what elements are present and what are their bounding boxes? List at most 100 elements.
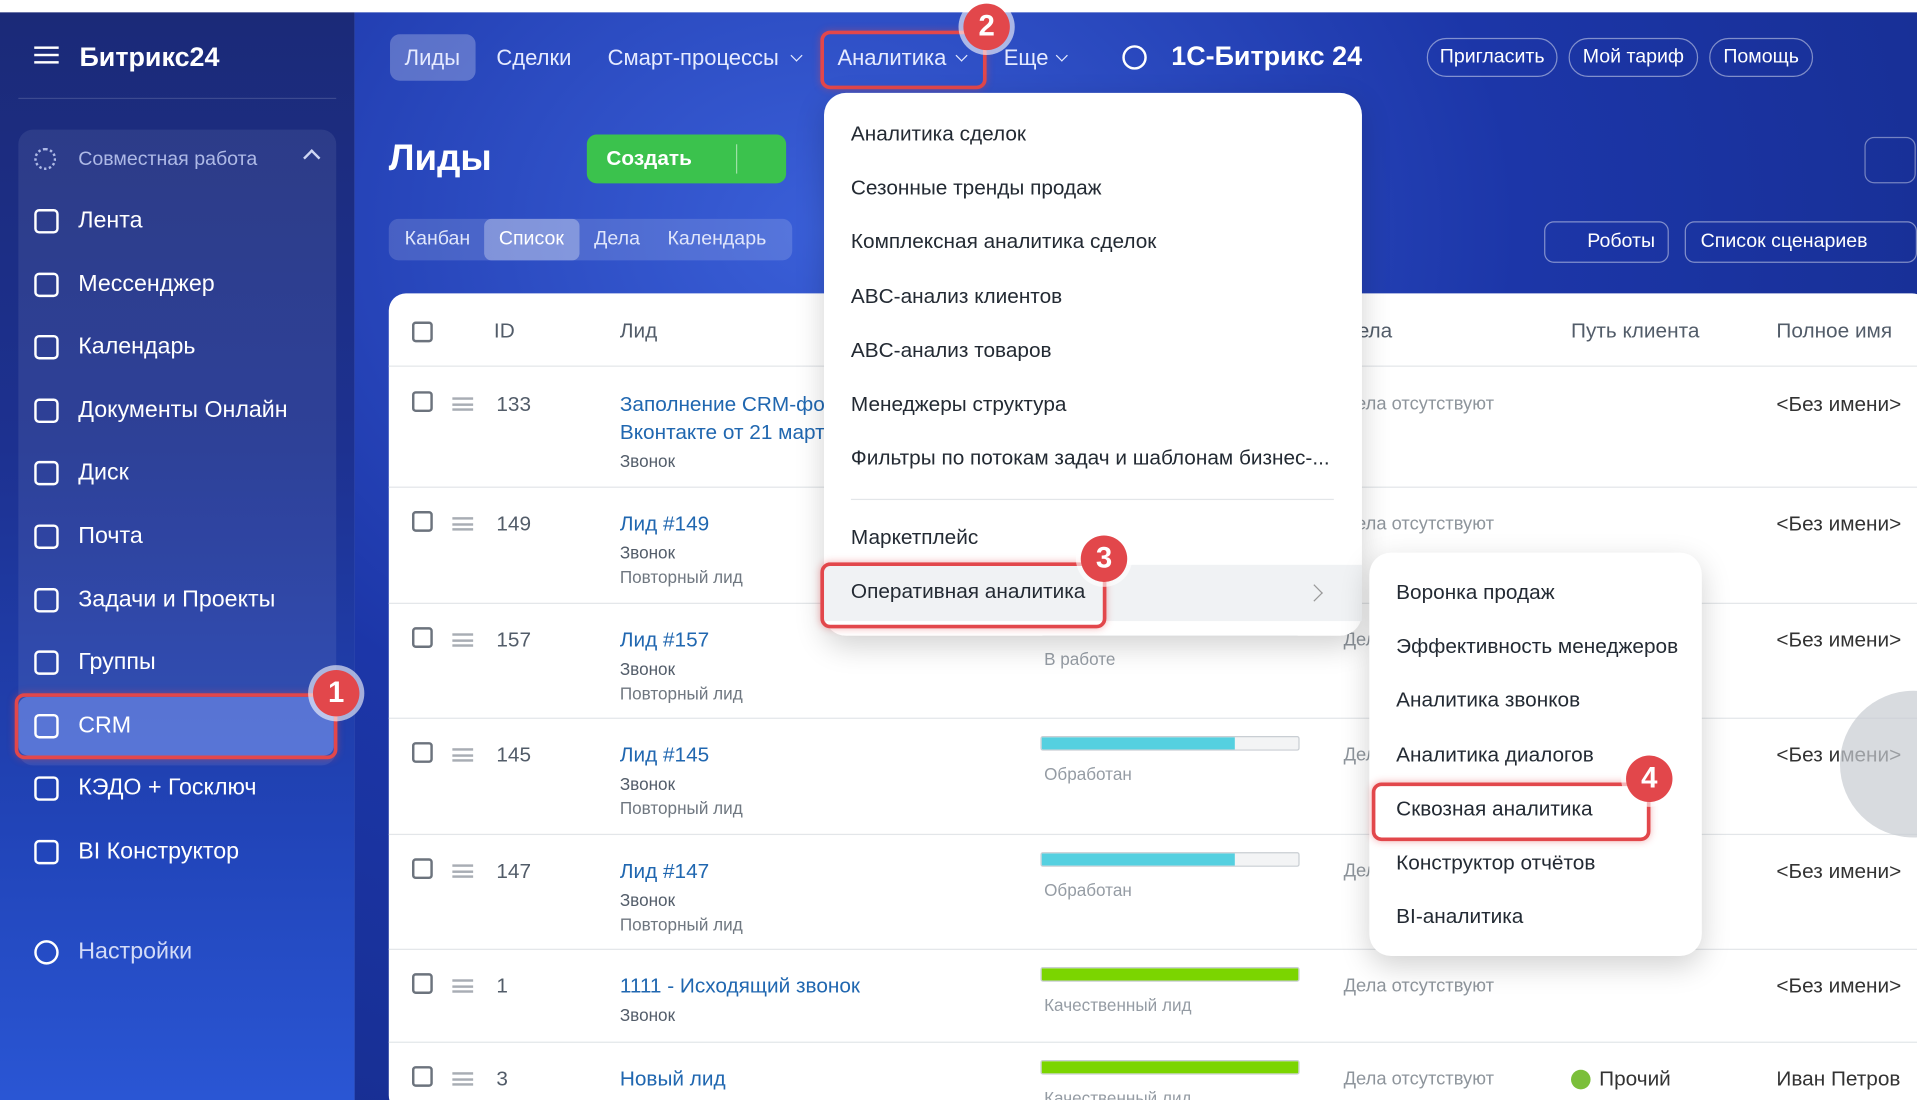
menu-item[interactable]: Маркетплейс: [850, 525, 979, 549]
nav-item[interactable]: Календарь: [78, 333, 196, 360]
lead-title[interactable]: Лид #147: [619, 859, 710, 883]
drag-handle-mid: [452, 985, 474, 988]
top-button[interactable]: Мой тариф: [1568, 37, 1699, 78]
view-active-bg: [484, 218, 580, 261]
nav-tab[interactable]: Сделки: [496, 45, 572, 70]
submenu-item[interactable]: Аналитика диалогов: [1396, 742, 1594, 767]
create-button[interactable]: [586, 134, 787, 184]
status-text: Качественный лид: [1044, 1088, 1192, 1100]
lead-sub: Повторный лид: [619, 914, 743, 935]
menu-icon[interactable]: [34, 46, 59, 64]
status-text: Обработан: [1044, 880, 1132, 900]
row-checkbox[interactable]: [412, 858, 433, 880]
drag-handle: [452, 633, 474, 647]
view-tab[interactable]: Дела: [594, 228, 640, 250]
lead-title[interactable]: Новый лид: [619, 1067, 726, 1091]
header-checkbox[interactable]: [412, 321, 433, 343]
status-fill: [1041, 737, 1235, 750]
full-name: <Без имени>: [1776, 859, 1902, 883]
menu-item[interactable]: ABC-анализ товаров: [850, 338, 1052, 362]
full-name: Иван Петров: [1776, 1067, 1901, 1091]
nav-item[interactable]: Диск: [78, 460, 129, 486]
menu-divider: [850, 498, 1334, 501]
submenu-item[interactable]: Воронка продаж: [1396, 580, 1555, 604]
deals: Дела отсутствуют: [1343, 513, 1494, 535]
submenu-item[interactable]: Сквозная аналитика: [1396, 796, 1593, 821]
step-badge: 3: [1080, 535, 1128, 582]
nav-item[interactable]: CRM: [78, 712, 132, 739]
table-header[interactable]: Полное имя: [1776, 319, 1893, 343]
group-title[interactable]: Совместная работа: [78, 149, 258, 170]
settings-gear[interactable]: [1864, 136, 1916, 184]
menu-item[interactable]: Комплексная аналитика сделок: [850, 230, 1157, 254]
nav-tab[interactable]: Аналитика: [837, 45, 947, 70]
nav-icon: [34, 461, 59, 486]
table-header[interactable]: ID: [493, 319, 515, 343]
nav-item[interactable]: Документы Онлайн: [78, 397, 288, 423]
submenu-item[interactable]: Эффективность менеджеров: [1396, 634, 1679, 658]
nav-item[interactable]: Мессенджер: [78, 270, 215, 297]
robots-button[interactable]: Роботы: [1544, 221, 1669, 263]
top-button[interactable]: Пригласить: [1426, 37, 1558, 78]
nav-icon: [34, 398, 59, 423]
view-tab[interactable]: Календарь: [667, 228, 767, 250]
status-fill: [1041, 1061, 1299, 1074]
lead-type: Звонок: [619, 451, 676, 471]
menu-item[interactable]: Аналитика сделок: [850, 122, 1026, 146]
menu-item[interactable]: Менеджеры структура: [850, 392, 1067, 416]
page-title: Лиды: [388, 138, 492, 179]
lead-id: 147: [496, 859, 532, 883]
lead-title[interactable]: Лид #149: [619, 512, 710, 536]
analytics-redbox: [820, 30, 987, 90]
menu-item[interactable]: Оперативная аналитика: [850, 579, 1086, 603]
nav-item[interactable]: Лента: [78, 207, 143, 234]
nav-icon: [34, 209, 59, 234]
settings[interactable]: Настройки: [78, 938, 193, 965]
lead-title[interactable]: Заполнение CRM-фо: [619, 392, 825, 416]
deals: Дела отсутствуют: [1343, 1068, 1494, 1090]
row-checkbox[interactable]: [412, 742, 433, 763]
nav-item[interactable]: BI Конструктор: [78, 838, 240, 865]
row-checkbox[interactable]: [412, 627, 433, 648]
drag-handle: [452, 864, 474, 878]
table-header[interactable]: Лид: [619, 319, 658, 343]
full-name: <Без имени>: [1776, 392, 1902, 416]
row-checkbox[interactable]: [412, 973, 433, 994]
nav-item[interactable]: Группы: [78, 649, 156, 676]
status-bar: [1040, 967, 1300, 982]
submenu-item[interactable]: Конструктор отчётов: [1396, 850, 1596, 875]
status-fill: [1041, 853, 1235, 866]
nav-tab[interactable]: Еще: [1003, 45, 1049, 70]
scenarios-button[interactable]: Список сценариев: [1684, 221, 1917, 263]
operative-submenu: [1369, 552, 1702, 957]
drag-handle-mid: [452, 1078, 474, 1081]
row-checkbox[interactable]: [412, 391, 433, 413]
submenu-item[interactable]: Аналитика звонков: [1396, 688, 1581, 713]
nav-tab[interactable]: Лиды: [404, 45, 461, 70]
submenu-item[interactable]: BI-аналитика: [1396, 904, 1524, 929]
row-line: [388, 948, 1917, 950]
view-tab[interactable]: Канбан: [404, 228, 471, 250]
nav-item[interactable]: Задачи и Проекты: [78, 586, 276, 613]
menu-item[interactable]: Фильтры по потокам задач и шаблонам бизн…: [850, 446, 1330, 470]
lead-title[interactable]: 1111 - Исходящий звонок: [619, 974, 861, 998]
lead-title[interactable]: Лид #145: [619, 743, 710, 767]
lead-id: 1: [496, 974, 508, 998]
lead-title[interactable]: Лид #157: [619, 628, 710, 652]
menu-item[interactable]: ABC-анализ клиентов: [850, 284, 1063, 308]
create-label[interactable]: Создать: [606, 146, 692, 170]
search-icon[interactable]: [1122, 45, 1147, 70]
table-header[interactable]: Путь клиента: [1571, 319, 1700, 343]
nav-tab[interactable]: Смарт-процессы: [607, 45, 779, 70]
nav-item[interactable]: КЭДО + Госключ: [78, 775, 257, 802]
view-tab[interactable]: Список: [498, 228, 564, 250]
menu-item[interactable]: Сезонные тренды продаж: [850, 176, 1102, 200]
row-checkbox[interactable]: [412, 1066, 433, 1087]
path: Прочий: [1599, 1067, 1671, 1091]
row-checkbox[interactable]: [412, 511, 433, 532]
lead-type: Звонок: [619, 1004, 676, 1025]
lead-sub: Повторный лид: [619, 683, 743, 703]
nav-item[interactable]: Почта: [78, 523, 143, 549]
lead-title-cont[interactable]: Вконтакте от 21 март: [619, 420, 825, 444]
top-button[interactable]: Помощь: [1709, 37, 1814, 78]
